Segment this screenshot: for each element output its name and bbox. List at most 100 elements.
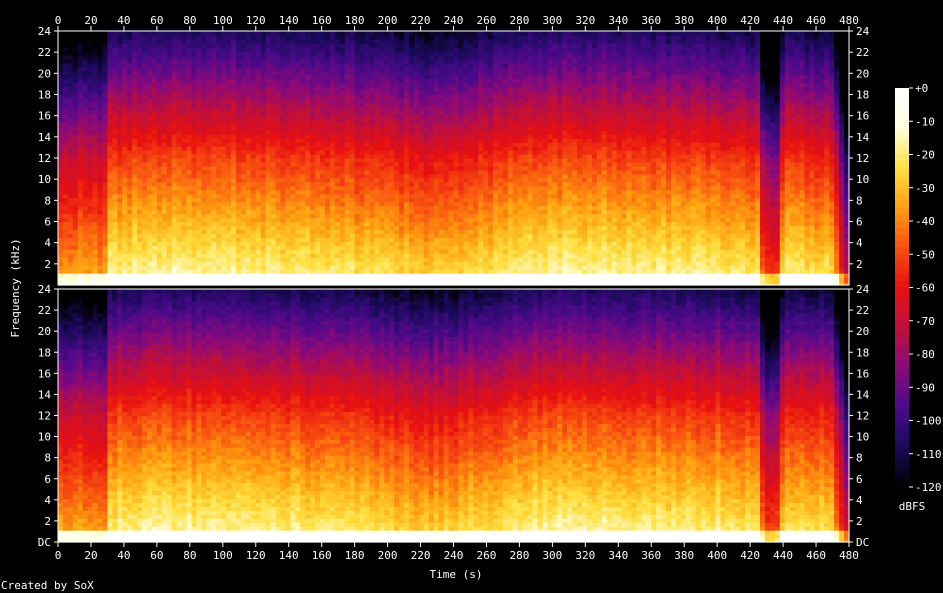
spectrogram-cell xyxy=(428,98,435,104)
spectrogram-cell xyxy=(211,126,217,131)
spectrogram-cell xyxy=(127,142,133,147)
spectrogram-cell xyxy=(374,98,380,104)
spectrogram-cell xyxy=(62,277,69,282)
spectrogram-cell xyxy=(334,197,341,203)
spectrogram-cell xyxy=(364,165,371,171)
spectrogram-cell xyxy=(117,249,123,254)
spectrogram-cell xyxy=(344,78,351,84)
spectrogram-cell xyxy=(399,241,405,246)
spectrogram-cell xyxy=(196,31,202,36)
spectrogram-cell xyxy=(428,201,435,207)
spectrogram-cell xyxy=(438,213,445,219)
spectrogram-cell xyxy=(418,261,425,266)
spectrogram-cell xyxy=(245,217,252,223)
spectrogram-cell xyxy=(62,66,69,72)
spectrogram-cell xyxy=(62,261,69,266)
spectrogram-cell xyxy=(389,110,395,115)
spectrogram-cell xyxy=(132,265,138,270)
spectrogram-cell xyxy=(87,185,94,191)
spectrogram-cell xyxy=(270,225,277,231)
spectrogram-cell xyxy=(127,233,133,238)
spectrogram-cell xyxy=(112,177,118,183)
spectrogram-cell xyxy=(142,118,148,123)
spectrogram-cell xyxy=(186,169,193,175)
spectrogram-cell xyxy=(132,225,138,231)
spectrogram-cell xyxy=(176,253,183,258)
spectrogram-cell xyxy=(102,118,109,123)
spectrogram-cell xyxy=(221,165,227,171)
spectrogram-cell xyxy=(409,261,415,266)
spectrogram-cell xyxy=(137,34,143,40)
spectrogram-cell xyxy=(77,42,84,48)
spectrogram-cell xyxy=(334,269,341,274)
spectrogram-cell xyxy=(62,181,69,187)
spectrogram-cell xyxy=(112,217,118,223)
spectrogram-cell xyxy=(231,185,237,191)
spectrogram-cell xyxy=(77,146,84,151)
spectrogram-cell xyxy=(295,110,301,115)
spectrogram-cell xyxy=(62,118,69,123)
spectrogram-cell xyxy=(265,134,272,139)
spectrogram-cell xyxy=(399,62,405,68)
spectrogram-cell xyxy=(151,106,158,111)
spectrogram-cell xyxy=(344,38,351,44)
spectrogram-cell xyxy=(349,281,356,286)
spectrogram-cell xyxy=(117,142,123,147)
spectrogram-cell xyxy=(216,82,222,88)
spectrogram-cell xyxy=(146,46,153,52)
spectrogram-cell xyxy=(359,102,366,108)
spectrogram-cell xyxy=(221,82,227,88)
spectrogram-cell xyxy=(211,134,217,139)
spectrogram-cell xyxy=(433,253,440,258)
spectrogram-cell xyxy=(428,189,435,195)
spectrogram-cell xyxy=(265,58,272,64)
spectrogram-cell xyxy=(275,34,282,40)
spectrogram-cell xyxy=(265,138,272,143)
spectrogram-cell xyxy=(156,213,163,219)
spectrogram-cell xyxy=(97,110,104,115)
spectrogram-cell xyxy=(142,221,148,227)
spectrogram-cell xyxy=(418,205,425,211)
spectrogram-cell xyxy=(245,134,252,139)
spectrogram-cell xyxy=(413,110,420,115)
spectrogram-cell xyxy=(329,94,336,100)
spectrogram-cell xyxy=(399,261,405,266)
spectrogram-cell xyxy=(206,277,212,282)
spectrogram-cell xyxy=(413,213,420,219)
spectrogram-cell xyxy=(369,154,375,159)
spectrogram-cell xyxy=(260,54,267,60)
spectrogram-cell xyxy=(146,225,153,231)
spectrogram-cell xyxy=(171,58,178,64)
spectrogram-cell xyxy=(226,165,232,171)
spectrogram-cell xyxy=(339,257,346,262)
spectrogram-cell xyxy=(270,31,277,36)
spectrogram-cell xyxy=(315,31,321,36)
spectrogram-cell xyxy=(127,209,133,215)
spectrogram-cell xyxy=(329,205,336,211)
spectrogram-cell xyxy=(72,225,79,231)
spectrogram-cell xyxy=(359,225,366,231)
spectrogram-cell xyxy=(156,273,163,278)
spectrogram-cell xyxy=(379,130,385,135)
spectrogram-cell xyxy=(438,253,445,258)
spectrogram-cell xyxy=(235,241,242,246)
spectrogram-cell xyxy=(364,114,371,119)
spectrogram-cell xyxy=(329,42,336,48)
spectrogram-cell xyxy=(394,241,400,246)
spectrogram-cell xyxy=(97,42,104,48)
spectrogram-cell xyxy=(186,62,193,68)
spectrogram-cell xyxy=(151,50,158,56)
spectrogram-cell xyxy=(231,197,237,203)
spectrogram-cell xyxy=(379,66,385,72)
spectrogram-cell xyxy=(191,277,198,282)
spectrogram-cell xyxy=(245,94,252,100)
spectrogram-cell xyxy=(137,54,143,60)
spectrogram-cell xyxy=(87,209,94,215)
spectrogram-cell xyxy=(339,98,346,104)
spectrogram-cell xyxy=(339,177,346,183)
spectrogram-cell xyxy=(201,46,207,52)
spectrogram-cell xyxy=(72,197,79,203)
spectrogram-cell xyxy=(102,58,109,64)
spectrogram-cell xyxy=(364,70,371,76)
spectrogram-cell xyxy=(320,110,326,115)
